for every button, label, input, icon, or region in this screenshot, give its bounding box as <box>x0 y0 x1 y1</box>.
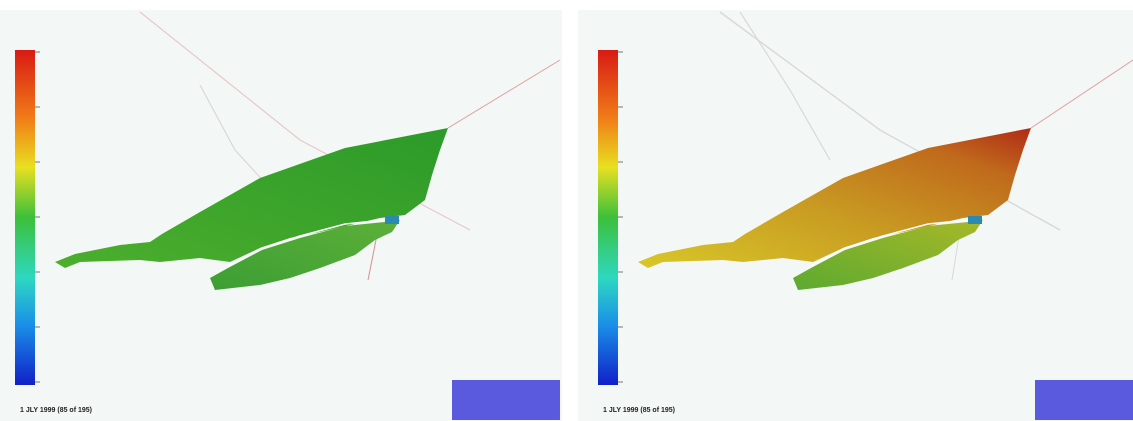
color-bar <box>15 50 35 385</box>
color-bar <box>598 50 618 385</box>
panel: 1 JLY 1999 (85 of 195) <box>578 10 1133 421</box>
date-label: 1 JLY 1999 (85 of 195) <box>20 407 92 414</box>
viewer: 1 JLY 1999 (85 of 195) 1 JLY 1999 (85 of… <box>0 0 1133 421</box>
info-box <box>452 380 560 420</box>
info-box <box>1035 380 1133 420</box>
patch <box>385 216 399 224</box>
panel: 1 JLY 1999 (85 of 195) <box>0 10 562 421</box>
patch <box>968 216 982 224</box>
date-label: 1 JLY 1999 (85 of 195) <box>603 407 675 414</box>
